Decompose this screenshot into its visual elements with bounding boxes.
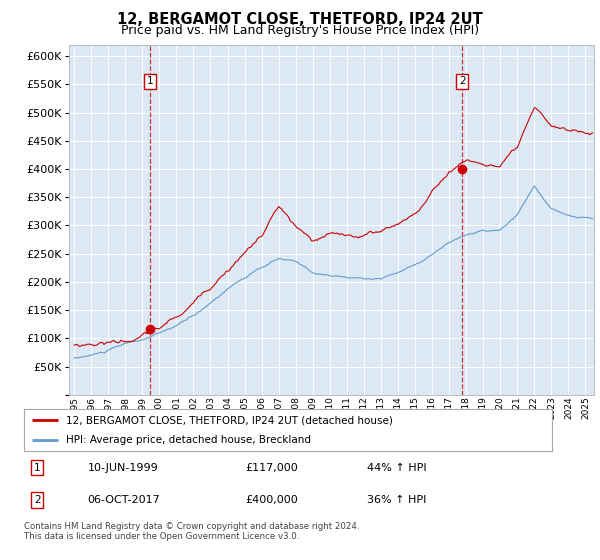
Text: Price paid vs. HM Land Registry's House Price Index (HPI): Price paid vs. HM Land Registry's House … — [121, 24, 479, 37]
Text: 2: 2 — [459, 77, 466, 86]
Text: HPI: Average price, detached house, Breckland: HPI: Average price, detached house, Brec… — [66, 435, 311, 445]
Text: 2: 2 — [34, 495, 41, 505]
Text: 10-JUN-1999: 10-JUN-1999 — [88, 463, 158, 473]
Text: 06-OCT-2017: 06-OCT-2017 — [88, 495, 160, 505]
Text: 36% ↑ HPI: 36% ↑ HPI — [367, 495, 427, 505]
Text: £117,000: £117,000 — [246, 463, 299, 473]
Text: 44% ↑ HPI: 44% ↑ HPI — [367, 463, 427, 473]
Text: 1: 1 — [146, 77, 153, 86]
Text: Contains HM Land Registry data © Crown copyright and database right 2024.
This d: Contains HM Land Registry data © Crown c… — [24, 522, 359, 542]
Text: 1: 1 — [34, 463, 41, 473]
Text: 12, BERGAMOT CLOSE, THETFORD, IP24 2UT: 12, BERGAMOT CLOSE, THETFORD, IP24 2UT — [117, 12, 483, 27]
Text: 12, BERGAMOT CLOSE, THETFORD, IP24 2UT (detached house): 12, BERGAMOT CLOSE, THETFORD, IP24 2UT (… — [66, 415, 393, 425]
Text: £400,000: £400,000 — [246, 495, 299, 505]
